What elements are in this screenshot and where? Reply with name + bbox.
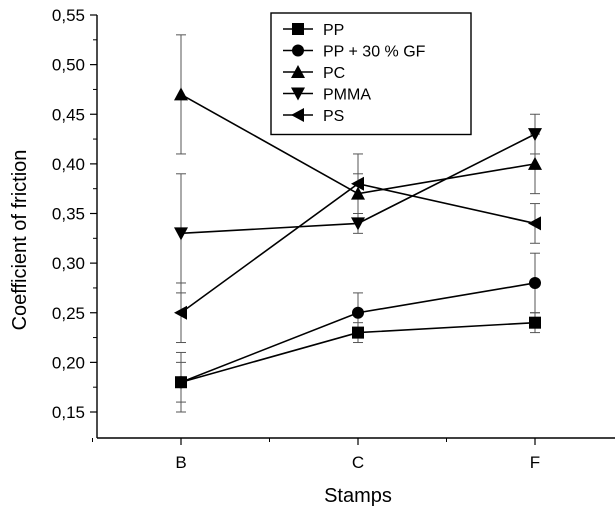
x-tick-label: C	[352, 453, 364, 472]
marker-circle	[175, 376, 187, 389]
y-tick-label: 0,30	[52, 254, 85, 273]
legend-entry: PS	[323, 108, 344, 125]
marker-triangle-up	[291, 65, 305, 78]
marker-square	[292, 23, 304, 35]
marker-triangle-down	[351, 217, 365, 231]
marker-triangle-left	[528, 216, 541, 231]
y-tick-label: 0,15	[52, 403, 85, 422]
marker-triangle-left	[174, 305, 187, 320]
legend-entry: PC	[323, 65, 345, 82]
y-tick-label: 0,50	[52, 56, 85, 75]
legend-entry: PP	[323, 22, 344, 39]
y-tick-label: 0,40	[52, 155, 85, 174]
legend: PP PP + 30 % GF PC PMMA PS	[270, 12, 472, 136]
y-tick-label: 0,55	[52, 6, 85, 25]
marker-circle	[352, 306, 364, 319]
y-axis-label: Coefficient of friction	[9, 150, 31, 331]
marker-triangle-up	[528, 156, 542, 170]
y-tick-label: 0,45	[52, 105, 85, 124]
marker-triangle-down	[291, 87, 305, 101]
marker-triangle-left	[291, 108, 304, 122]
x-axis-label: Stamps	[324, 485, 392, 507]
marker-triangle-down	[174, 227, 188, 241]
marker-triangle-up	[351, 186, 365, 200]
y-tick-label: 0,35	[52, 205, 85, 224]
marker-triangle-down	[528, 128, 542, 142]
marker-triangle-left	[351, 176, 364, 191]
marker-circle	[529, 276, 541, 289]
axes	[90, 14, 615, 445]
y-tick-label: 0,20	[52, 353, 85, 372]
y-tick-label: 0,25	[52, 304, 85, 323]
tick-labels: 0,15 0,20 0,25 0,30 0,35 0,40 0,45 0,50 0,55 B C F	[52, 6, 540, 472]
x-tick-label: F	[530, 453, 540, 472]
marker-triangle-up	[174, 87, 188, 101]
marker-square	[529, 316, 541, 329]
legend-entry: PP + 30 % GF	[323, 44, 426, 61]
x-tick-label: B	[175, 453, 186, 472]
series-markers	[174, 87, 542, 389]
marker-circle	[292, 44, 304, 57]
legend-entry: PMMA	[323, 87, 371, 104]
marker-square	[352, 326, 364, 339]
error-bars	[176, 34, 540, 413]
